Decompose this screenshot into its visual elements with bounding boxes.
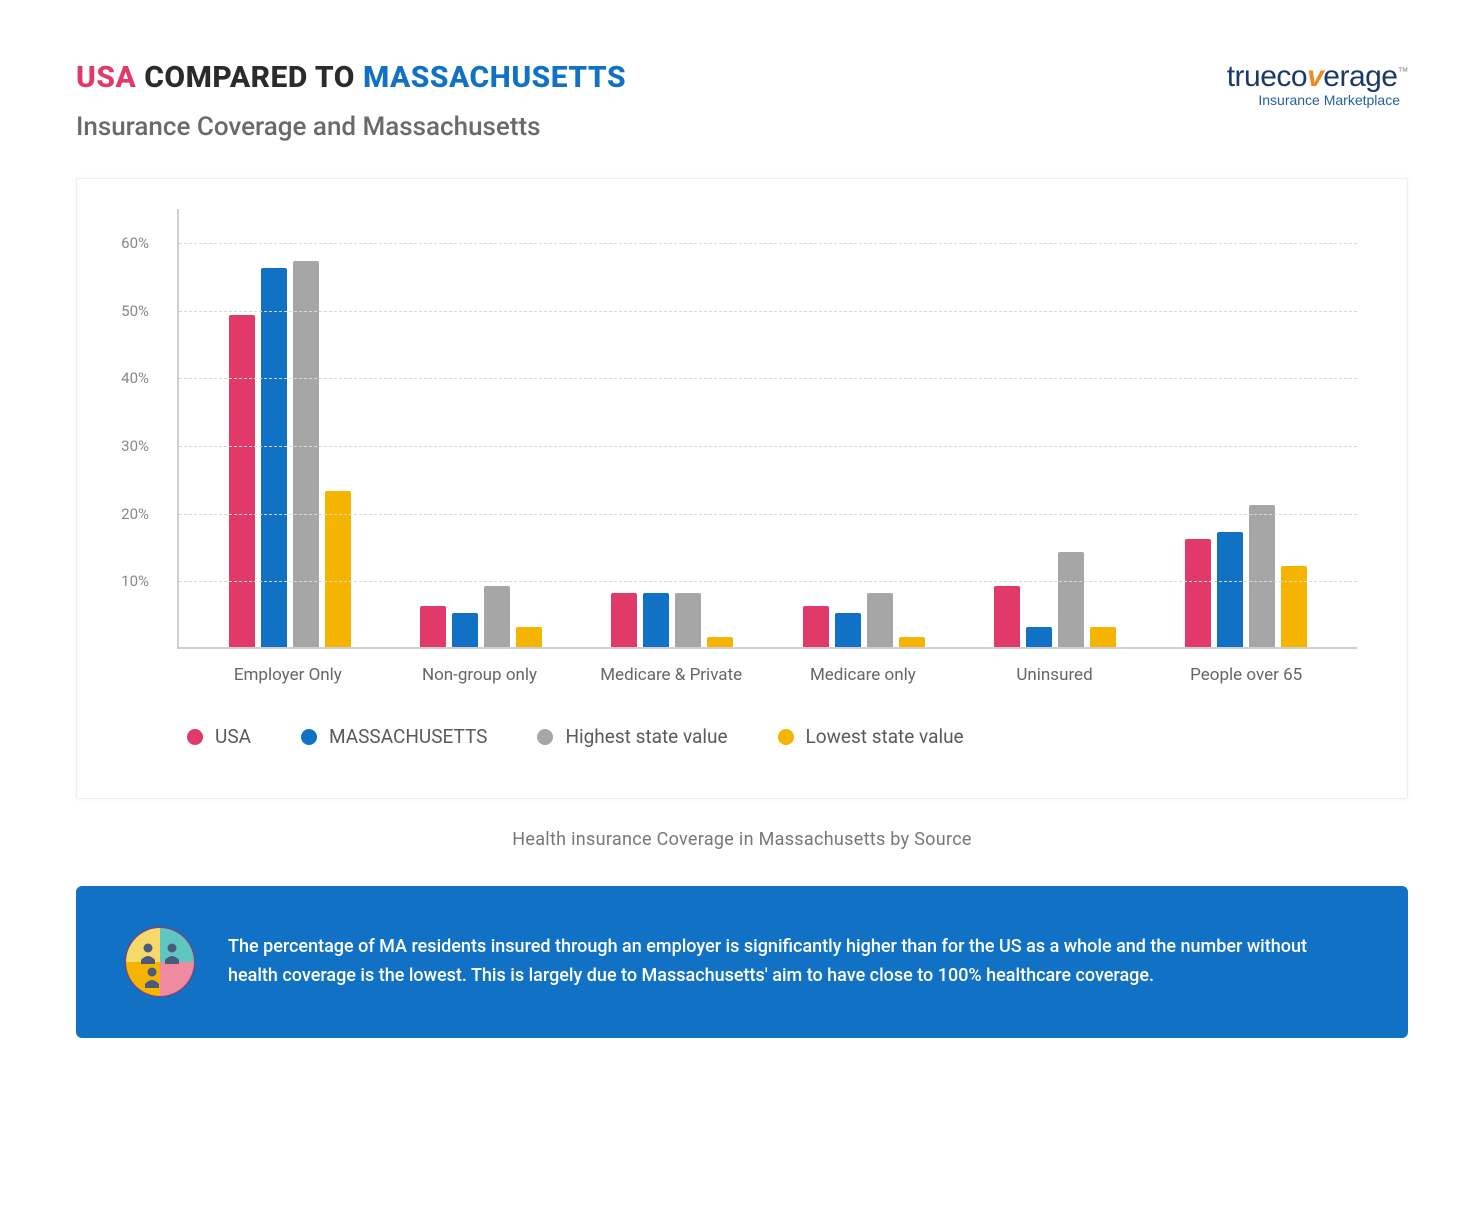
logo-part-co: co [1276,60,1307,93]
legend-swatch [301,729,317,745]
x-label: Non-group only [384,665,576,685]
y-tick: 50% [121,302,149,320]
x-label: Uninsured [959,665,1151,685]
title-block: USA COMPARED TO MASSACHUSETTS Insurance … [76,60,626,142]
bar [867,593,893,647]
plot [177,209,1357,649]
bar [1185,539,1211,647]
y-tick: 40% [121,369,149,387]
grid-line [179,311,1357,312]
legend-swatch [537,729,553,745]
header-row: USA COMPARED TO MASSACHUSETTS Insurance … [76,60,1408,142]
bar [675,593,701,647]
legend-label: USA [215,725,251,748]
y-tick: 10% [121,572,149,590]
y-tick: 20% [121,505,149,523]
main-title: USA COMPARED TO MASSACHUSETTS [76,60,626,96]
subtitle: Insurance Coverage and Massachusetts [76,112,626,142]
bar [643,593,669,647]
bar [899,637,925,647]
logo-main: truecoverage™ [1227,60,1408,94]
chart-caption: Health insurance Coverage in Massachuset… [76,829,1408,850]
bar-group [768,593,959,647]
title-mid: COMPARED TO [136,60,363,95]
bar [516,627,542,647]
bar [229,315,255,647]
bar-group [577,593,768,647]
title-state: MASSACHUSETTS [363,60,626,95]
logo-part-erage: erage [1323,60,1397,93]
info-box: The percentage of MA residents insured t… [76,886,1408,1038]
bar [707,637,733,647]
logo: truecoverage™ Insurance Marketplace [1227,60,1408,108]
legend-label: Highest state value [565,725,727,748]
bar [835,613,861,647]
bar-group [194,261,385,647]
legend-swatch [187,729,203,745]
bar [611,593,637,647]
legend-swatch [778,729,794,745]
bar [994,586,1020,647]
y-tick: 60% [121,234,149,252]
logo-tagline: Insurance Marketplace [1258,92,1400,108]
bar [1026,627,1052,647]
chart-card: 10% 20% 30% 40% 50% 60% Employer OnlyNon-grou… [76,178,1408,799]
x-label: Medicare & Private [575,665,767,685]
logo-tm: ™ [1398,66,1409,78]
y-tick: 30% [121,437,149,455]
legend-item: MASSACHUSETTS [301,725,487,748]
y-axis: 10% 20% 30% 40% 50% 60% [109,209,157,649]
legend-item: Lowest state value [778,725,964,748]
bar [1217,532,1243,647]
legend-item: Highest state value [537,725,727,748]
bar-group [385,586,576,647]
grid-line [179,378,1357,379]
info-text: The percentage of MA residents insured t… [228,933,1360,991]
legend-label: Lowest state value [806,725,964,748]
grid-line [179,514,1357,515]
x-axis-labels: Employer OnlyNon-group onlyMedicare & Pr… [177,665,1357,685]
bar-group [1151,505,1342,647]
legend: USA MASSACHUSETTS Highest state value Lowes… [187,725,1367,748]
bar [1058,552,1084,647]
legend-item: USA [187,725,251,748]
bar [293,261,319,647]
chart-area: 10%20%30%40%50%60% [157,209,1357,649]
legend-label: MASSACHUSETTS [329,725,487,748]
bar [484,586,510,647]
grid-line [179,446,1357,447]
bar-group [959,552,1150,647]
bar [803,606,829,647]
bar [420,606,446,647]
grid-line [179,581,1357,582]
grid-line [179,243,1357,244]
bar [452,613,478,647]
bar [1249,505,1275,647]
bar [261,268,287,647]
x-label: Employer Only [192,665,384,685]
logo-part-true: true [1227,60,1277,93]
title-usa: USA [76,60,136,95]
bar [1090,627,1116,647]
people-icon [124,926,196,998]
x-label: Medicare only [767,665,959,685]
x-label: People over 65 [1150,665,1342,685]
bar [325,491,351,647]
bar [1281,566,1307,647]
logo-part-v: v [1307,60,1323,93]
